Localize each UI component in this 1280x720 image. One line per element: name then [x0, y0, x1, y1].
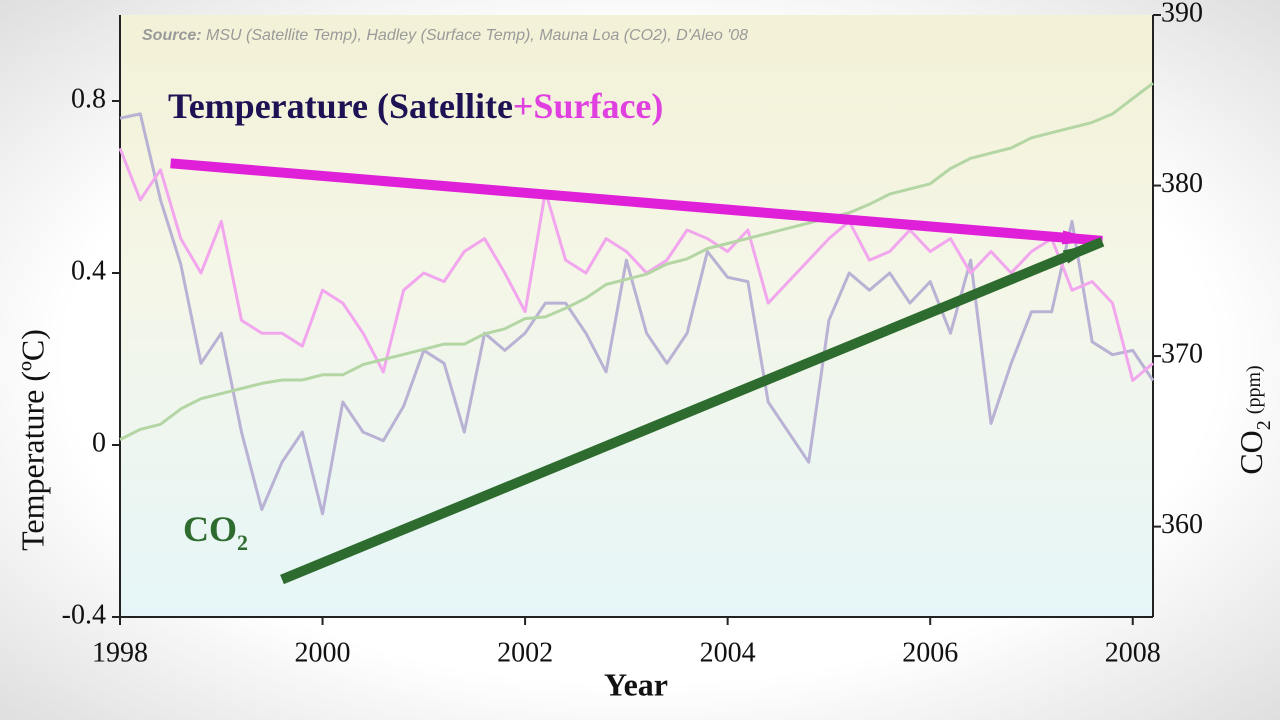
chart-title: Temperature (Satellite+Surface) [168, 86, 663, 126]
source-text: MSU (Satellite Temp), Hadley (Surface Te… [206, 27, 748, 44]
y-tick-label: 0.4 [71, 255, 106, 286]
y2-axis-label: CO2 (ppm) [1233, 365, 1274, 474]
x-tick-label: 2008 [1105, 637, 1161, 668]
plot-layer: -0.4 0 0.4 0.8 360 370 380 390 1998 2000 2002 2004 2… [62, 0, 1203, 668]
source: Source: MSU (Satellite Temp), Hadley (Su… [142, 27, 748, 44]
x-tick-label: 2006 [902, 637, 958, 668]
y2-tick-label: 380 [1161, 168, 1203, 199]
title-part: Temperature (Satellite [168, 86, 513, 126]
y2-main: CO [1233, 430, 1269, 474]
series-line [119, 112, 1155, 516]
series-line [119, 82, 1154, 441]
x-axis-label: Year [604, 666, 668, 702]
x-tick-label: 2000 [295, 637, 351, 668]
plot-area [120, 15, 1153, 617]
trend-head [1062, 241, 1103, 264]
co2-label: CO2 [183, 509, 248, 555]
co2-sub: 2 [237, 530, 248, 555]
title-part: +Surface) [513, 86, 663, 126]
y2-sub: 2 [1253, 420, 1275, 430]
x-tick-label: 1998 [92, 637, 148, 668]
co2-main: CO [183, 509, 237, 549]
y-tick-label: 0 [92, 427, 106, 458]
source-label: Source: [142, 27, 202, 44]
y2-tick-label: 370 [1161, 338, 1203, 369]
trend-line [280, 237, 1105, 585]
trend-line [170, 158, 1103, 246]
y-tick-label: 0.8 [71, 83, 106, 114]
x-tick-label: 2004 [700, 637, 756, 668]
x-tick-label: 2002 [497, 637, 553, 668]
y-tick-label: -0.4 [62, 599, 106, 630]
y2-tick-label: 360 [1161, 509, 1203, 540]
y2-tick-label: 390 [1161, 0, 1203, 28]
series-line [118, 147, 1154, 382]
y-axis-label: Temperature (ºC) [14, 329, 50, 551]
y2-unit: (ppm) [1243, 365, 1265, 414]
